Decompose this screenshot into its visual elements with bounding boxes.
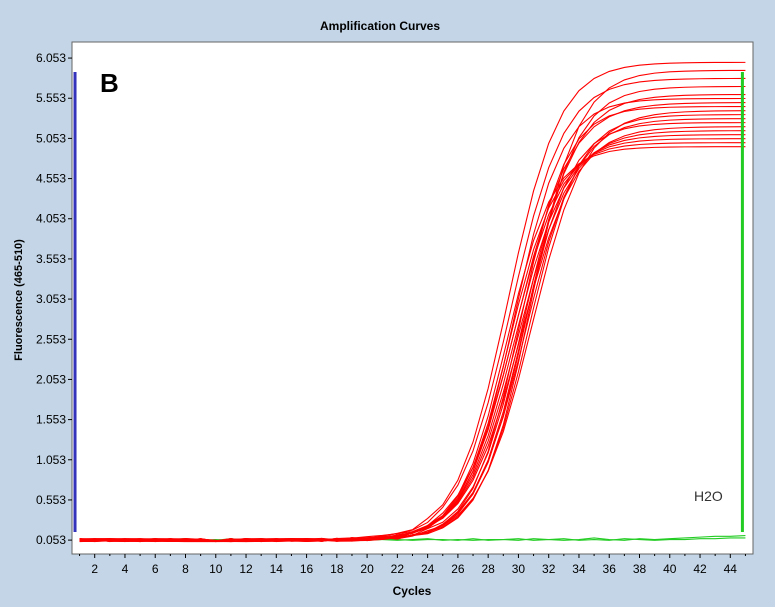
sample-curve bbox=[79, 85, 746, 543]
x-tick-label: 24 bbox=[421, 562, 435, 576]
x-tick-label: 4 bbox=[122, 562, 129, 576]
x-tick-label: 20 bbox=[360, 562, 374, 576]
y-axis: 0.053 0.553 1.053 1.553 2.053 2.553 3.053 3.553… bbox=[36, 51, 72, 547]
x-tick-label: 28 bbox=[481, 562, 495, 576]
x-axis-label: Cycles bbox=[393, 584, 432, 598]
x-tick-label: 32 bbox=[542, 562, 556, 576]
x-tick-label: 36 bbox=[603, 562, 617, 576]
x-tick-label: 34 bbox=[572, 562, 586, 576]
y-tick-label: 2.053 bbox=[36, 372, 66, 386]
panel-label: B bbox=[100, 68, 119, 98]
chart-title: Amplification Curves bbox=[320, 19, 440, 33]
y-tick-label: 4.053 bbox=[36, 212, 66, 226]
x-axis: 2 4 6 8 10 12 14 16 18 20 22 24 26 28 30 32 34 36 38 40 42 44 bbox=[79, 554, 746, 576]
x-tick-label: 42 bbox=[693, 562, 707, 576]
y-tick-label: 3.553 bbox=[36, 252, 66, 266]
y-tick-label: 3.053 bbox=[36, 292, 66, 306]
x-tick-label: 22 bbox=[391, 562, 405, 576]
sample-curve bbox=[79, 69, 746, 543]
x-tick-label: 12 bbox=[239, 562, 253, 576]
plot-area bbox=[71, 41, 754, 555]
x-tick-label: 38 bbox=[633, 562, 647, 576]
x-tick-label: 2 bbox=[91, 562, 98, 576]
x-tick-label: 30 bbox=[512, 562, 526, 576]
x-tick-label: 10 bbox=[209, 562, 223, 576]
x-tick-label: 18 bbox=[330, 562, 344, 576]
y-tick-label: 5.053 bbox=[36, 131, 66, 145]
sample-curves bbox=[79, 61, 746, 543]
y-axis-label: Fluorescence (465-510) bbox=[13, 239, 25, 361]
sample-curve bbox=[79, 61, 746, 543]
x-tick-label: 14 bbox=[270, 562, 284, 576]
y-tick-label: 5.553 bbox=[36, 91, 66, 105]
y-tick-label: 6.053 bbox=[36, 51, 66, 65]
x-tick-label: 26 bbox=[451, 562, 465, 576]
y-tick-label: 0.053 bbox=[36, 533, 66, 547]
y-tick-label: 2.553 bbox=[36, 332, 66, 346]
x-tick-label: 40 bbox=[663, 562, 677, 576]
y-tick-label: 4.553 bbox=[36, 172, 66, 186]
x-tick-label: 16 bbox=[300, 562, 314, 576]
y-tick-label: 0.553 bbox=[36, 493, 66, 507]
x-tick-label: 8 bbox=[182, 562, 189, 576]
y-tick-label: 1.053 bbox=[36, 453, 66, 467]
cycle-markers bbox=[73, 72, 744, 532]
y-tick-label: 1.553 bbox=[36, 413, 66, 427]
h2o-annotation: H2O bbox=[694, 488, 723, 504]
x-tick-label: 44 bbox=[724, 562, 738, 576]
x-tick-label: 6 bbox=[152, 562, 159, 576]
